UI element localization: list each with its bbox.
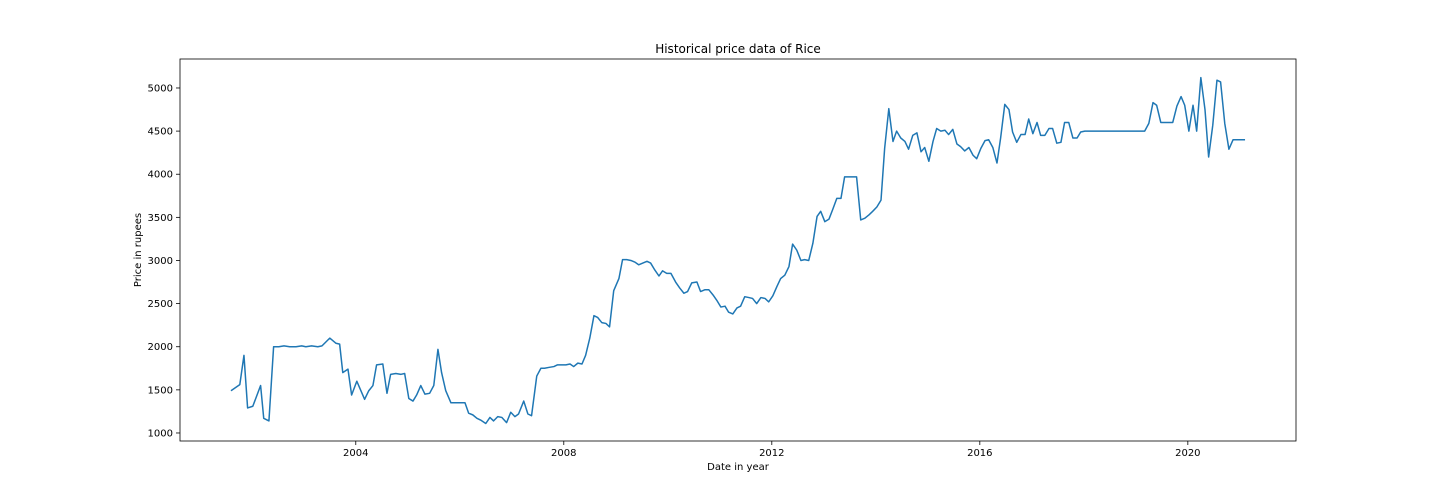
y-tick-label: 4000: [148, 170, 173, 181]
y-tick-label: 2000: [148, 342, 173, 353]
x-axis-label: Date in year: [707, 462, 770, 473]
x-tick-label: 2012: [759, 448, 784, 459]
y-tick-label: 3000: [148, 256, 173, 267]
chart-title: Historical price data of Rice: [655, 42, 821, 56]
x-tick-label: 2004: [343, 448, 368, 459]
y-axis-label: Price in rupees: [133, 213, 144, 287]
y-tick-label: 5000: [148, 83, 173, 94]
x-tick-label: 2020: [1175, 448, 1200, 459]
x-tick-label: 2016: [967, 448, 992, 459]
y-tick-label: 1500: [148, 385, 173, 396]
y-tick-label: 3500: [148, 213, 173, 224]
line-series: [230, 76, 1246, 425]
y-tick-label: 2500: [148, 299, 173, 310]
y-tick-label: 4500: [148, 127, 173, 138]
y-tick-label: 1000: [148, 428, 173, 439]
plot-frame: [179, 58, 1297, 442]
x-tick-label: 2008: [551, 448, 576, 459]
